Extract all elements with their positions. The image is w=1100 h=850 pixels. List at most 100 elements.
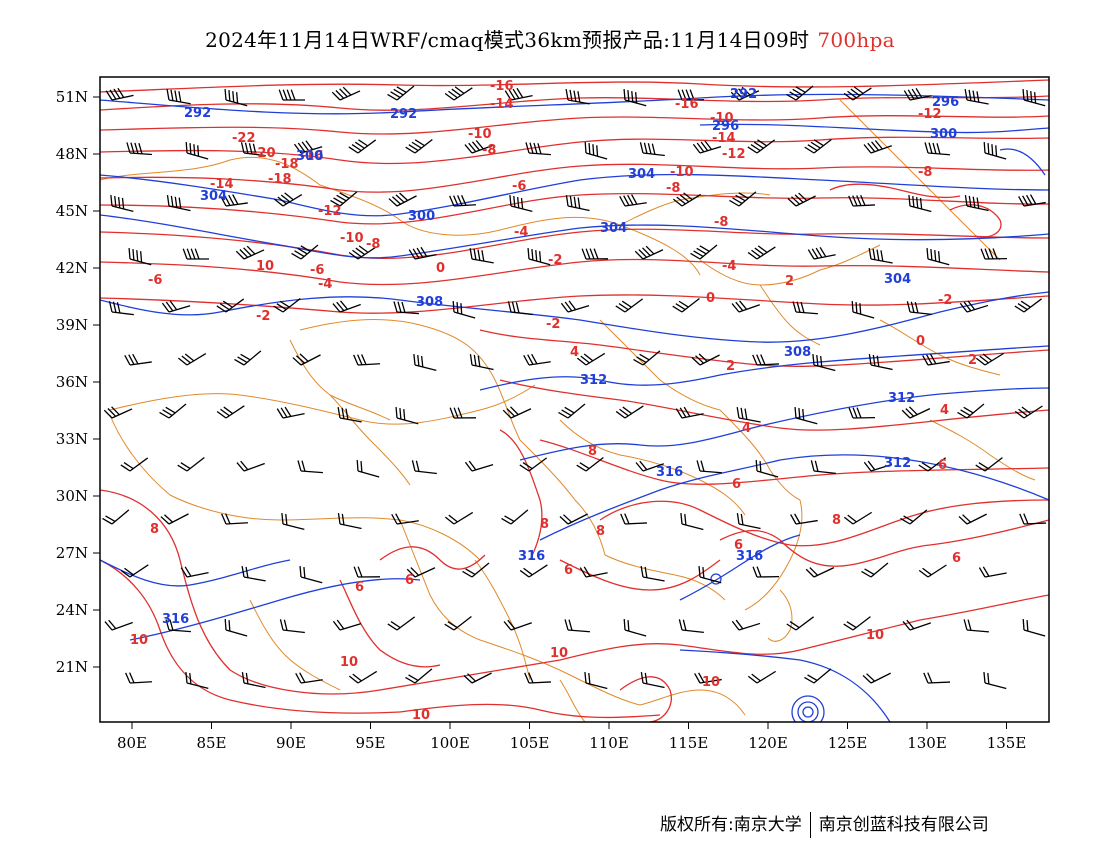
lat-label: 30N [56,487,88,505]
temp-label: -6 [512,179,526,194]
temp-label: -20 [252,146,276,161]
wind-barb [978,566,1007,578]
temp-label: -8 [366,237,380,252]
wind-barb [524,672,552,684]
wind-barb [297,460,323,474]
height-label: 304 [884,272,911,287]
wind-barb [241,566,266,582]
wind-barb [216,298,245,313]
temp-label: -10 [670,165,694,180]
height-label: 304 [628,167,655,182]
temp-label: -2 [256,309,270,324]
lon-label: 85E [196,734,226,752]
temp-label: -4 [514,225,528,240]
wind-barb [691,353,720,366]
wind-barb [579,566,608,578]
wind-barb [331,86,361,101]
lon-label: 135E [987,734,1027,752]
temp-label: -8 [666,181,680,196]
temp-label: 0 [706,291,715,306]
temp-label: 6 [732,477,741,492]
wind-barb [752,566,780,578]
wind-barb [452,300,476,319]
wind-barb [565,89,590,105]
wind-barb [182,248,210,260]
temp-label: 6 [564,563,573,578]
wind-barb [406,567,436,578]
wind-barb [868,248,893,264]
wind-barb [523,353,551,366]
height-label: 316 [736,549,763,564]
temp-label: -18 [268,172,292,187]
lat-label: 33N [56,430,88,448]
wind-barb [755,459,779,478]
temp-label: 6 [405,573,414,588]
wind-barb [868,354,893,371]
wind-barb [564,619,590,633]
wind-barb [924,142,950,156]
wind-barb [786,616,814,631]
wind-barb [922,353,950,366]
lon-label: 130E [907,734,947,752]
temp-label: 10 [702,675,720,690]
height-label: 292 [184,106,211,121]
wind-barb [464,140,493,154]
wind-barb [104,619,133,631]
wind-barb [348,245,377,260]
wind-barb [332,619,362,631]
temp-label: 8 [596,524,605,539]
wind-barb [519,564,548,578]
temp-label: -12 [318,204,342,219]
temp-label: -2 [548,253,562,268]
footer-divider [809,812,811,838]
wind-barb [677,89,705,101]
wind-barb [902,619,932,631]
lon-label: 80E [117,734,147,752]
wind-barb [165,619,191,633]
wind-barb [792,301,818,315]
wind-barb [862,672,891,684]
wind-barb [736,407,761,423]
temp-label: -16 [300,149,324,164]
wind-barb [975,457,1003,472]
temp-label: 2 [726,359,735,374]
wind-barb [692,140,722,154]
wind-barb [623,88,647,107]
height-label: 308 [416,295,443,310]
temp-label: 8 [832,513,841,528]
wind-barb [185,141,209,160]
wind-barb [901,406,931,419]
height-label: 300 [296,149,323,164]
height-label: 304 [200,189,227,204]
lat-label: 42N [56,259,88,277]
wind-barb [805,567,835,578]
temp-label: 4 [742,421,751,436]
wind-barb [221,513,249,525]
wind-barb [581,248,609,260]
height-label: 312 [888,391,915,406]
temp-label: 6 [355,580,364,595]
wind-barb [501,509,529,525]
lon-label: 100E [430,734,470,752]
wind-barb [525,142,551,156]
wind-barb [234,350,262,366]
wind-barb [975,352,1005,366]
wind-barb [273,297,301,313]
wind-barb [804,668,832,684]
wind-barb [736,513,761,530]
wind-barb [276,406,305,419]
footer-right: 南京创蓝科技有限公司 [818,815,989,835]
wind-barb [747,139,776,154]
wind-barb [120,457,149,472]
lat-label: 45N [56,202,88,220]
title-level: 700hpa [817,28,895,52]
copyright-footer: 版权所有:南京大学 南京创蓝科技有限公司 [660,810,989,838]
wind-barb [393,301,419,315]
wind-barb [180,566,209,578]
wind-barb [903,87,932,101]
wind-barb [848,407,876,419]
wind-barb [356,459,380,478]
wind-barb [863,460,893,472]
wind-barb [353,354,381,366]
height-contours [100,93,1049,722]
